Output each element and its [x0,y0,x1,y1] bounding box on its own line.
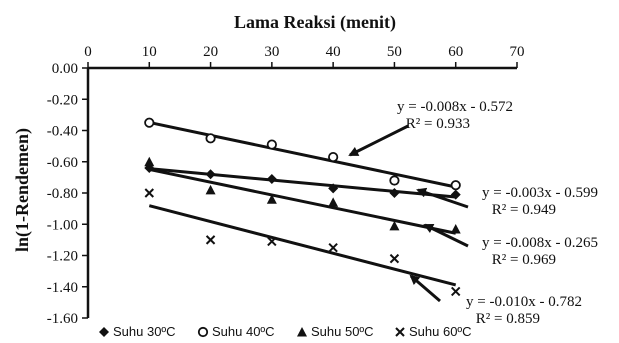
data-point-series-4 [267,236,277,247]
y-tick-label: -0.40 [47,124,78,140]
data-point-series-2 [205,133,216,144]
x-tick-label: 70 [510,44,525,60]
y-tick-label: -0.20 [47,92,78,108]
trendlines-group [148,120,457,287]
regression-equation: y = -0.010x - 0.782 [466,294,582,310]
axes-group: 0 10 20 30 40 50 60 70 0.00 -0.20 -0.40 -0.60 -0.80 -… [47,44,525,327]
annotation-arrow [423,223,469,248]
x-tick-label: 0 [84,44,92,60]
legend-item: Suhu 40ºC [197,324,275,339]
x-tick-label: 50 [387,44,402,60]
y-tick-label: -0.60 [47,155,78,171]
regression-equation: y = -0.008x - 0.572 [397,99,513,115]
legend-label: Suhu 60ºC [409,324,472,339]
r-squared-label: R² = 0.949 [492,202,556,218]
points-group [144,117,461,297]
legend-marker-icon [197,326,209,338]
legend-marker-icon [99,327,109,337]
data-point-series-3 [450,223,461,234]
x-tick-label: 10 [142,44,157,60]
annotation-arrow [416,187,469,209]
data-point-series-4 [451,286,461,297]
annotation-arrow [409,274,441,303]
trendline-3 [148,167,457,235]
r-squared-label: R² = 0.859 [476,311,540,327]
legend-item: Suhu 50ºC [297,324,374,339]
x-tick-label: 30 [264,44,279,60]
x-tick-label: 40 [326,44,341,60]
data-point-series-4 [389,253,400,264]
y-tick-label: -1.60 [47,311,78,327]
data-point-series-3 [389,220,400,231]
y-axis-title: ln(1-Rendemen) [12,128,33,252]
y-tick-label: -1.40 [47,280,78,296]
r-squared-label: R² = 0.969 [492,252,556,268]
data-point-series-1 [328,183,339,194]
regression-equation: y = -0.003x - 0.599 [482,185,598,201]
legend-marker-icon [297,327,307,337]
r-squared-label: R² = 0.933 [406,116,470,132]
legend-label: Suhu 40ºC [212,324,275,339]
data-point-series-2 [266,139,277,150]
data-point-series-4 [144,188,154,198]
trendline-1 [149,167,456,199]
annotation-arrow [348,124,409,157]
data-point-series-4 [328,242,338,253]
y-tick-label: -0.80 [47,186,78,202]
data-point-series-2 [144,117,155,128]
data-point-series-2 [450,180,461,191]
legend-label: Suhu 30ºC [113,324,176,339]
trendline-2 [148,120,457,189]
legend: Suhu 30ºC Suhu 40ºC Suhu 50ºC Suhu 60ºC [99,324,472,339]
data-point-series-1 [205,169,216,180]
data-point-series-2 [389,175,400,186]
x-axis-title: Lama Reaksi (menit) [234,12,396,33]
legend-label: Suhu 50ºC [311,324,374,339]
data-point-series-2 [328,151,339,163]
y-tick-label: -1.20 [47,249,78,265]
data-point-series-3 [205,184,216,195]
data-point-series-1 [450,189,461,200]
y-tick-label: -1.00 [47,217,78,233]
legend-marker-icon [395,327,405,337]
regression-equation: y = -0.008x - 0.265 [482,235,598,251]
y-tick-label: 0.00 [52,61,78,77]
data-point-series-3 [144,156,155,167]
data-point-series-1 [266,173,277,184]
legend-item: Suhu 60ºC [395,324,472,339]
data-point-series-4 [205,235,216,245]
data-point-series-1 [389,188,400,198]
x-tick-label: 60 [448,44,463,60]
data-point-series-3 [328,197,339,207]
trendline-4 [148,204,457,287]
legend-item: Suhu 30ºC [99,324,176,339]
data-point-series-3 [266,194,277,204]
x-tick-label: 20 [203,44,218,60]
